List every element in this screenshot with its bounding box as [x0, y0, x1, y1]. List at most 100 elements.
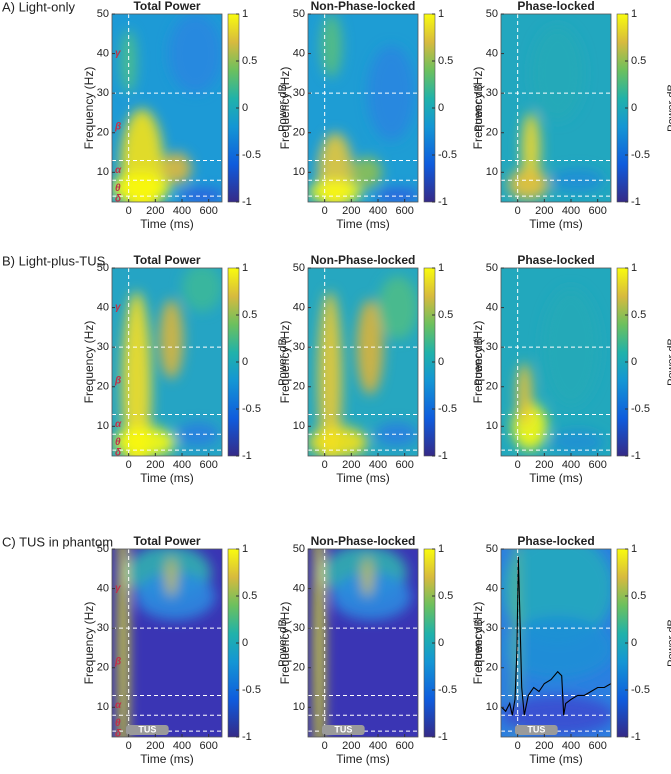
colorbar-label: Power dB [473, 619, 485, 667]
colorbar-tick-label: 0.5 [631, 309, 646, 321]
x-tick-label: 400 [173, 740, 191, 752]
y-tick-label: 50 [486, 262, 498, 274]
y-tick-label: 40 [486, 47, 498, 59]
colorbar-label: Power dB [277, 619, 289, 667]
axes-frame [307, 548, 419, 738]
heatmap-blob [182, 268, 222, 312]
colorbar-label: Power dB [473, 338, 485, 386]
heatmap-blob [362, 556, 373, 597]
heatmap-blob [551, 430, 605, 455]
x-axis-label: Time (ms) [140, 752, 194, 766]
band-label: α [115, 700, 122, 711]
y-axis-label: Frequency (Hz) [82, 67, 96, 150]
colorbar-label: Power dB [277, 338, 289, 386]
heatmap-blob [508, 168, 549, 201]
colorbar-tick-label: -0.5 [242, 149, 261, 161]
y-tick-label: 50 [97, 543, 109, 555]
x-tick-label: 0 [126, 205, 132, 217]
heatmap-blob [168, 14, 222, 94]
y-tick-label: 50 [293, 262, 305, 274]
colorbar-tick-label: 0 [242, 637, 248, 649]
y-axis-label: Frequency (Hz) [471, 321, 485, 404]
y-tick-label: 20 [486, 127, 498, 139]
heatmap-blob [118, 549, 128, 737]
heatmap [112, 14, 222, 202]
x-tick-label: 200 [146, 740, 164, 752]
colorbar-tick-label: 1 [438, 543, 444, 555]
heatmap-blob [375, 422, 418, 447]
heatmap-blob [352, 156, 383, 189]
axes-frame [307, 13, 419, 203]
x-tick-label: 200 [342, 205, 360, 217]
heatmap-blob [516, 362, 533, 427]
heatmap-blobs [308, 275, 418, 456]
y-tick-label: 10 [293, 166, 305, 178]
x-tick-label: 600 [588, 740, 606, 752]
panel-title: Total Power [133, 0, 200, 13]
x-tick-label: 0 [515, 205, 521, 217]
panel-title: Non-Phase-locked [311, 253, 416, 267]
heatmap-blob [531, 25, 585, 121]
x-tick-label: 0 [126, 459, 132, 471]
panel-title: Total Power [133, 253, 200, 267]
colorbar-tick-label: 1 [438, 8, 444, 20]
x-tick-label: 200 [342, 740, 360, 752]
y-tick-label: 40 [293, 47, 305, 59]
y-tick-label: 20 [293, 381, 305, 393]
tus-bar [322, 725, 365, 735]
tus-label: TUS [334, 724, 352, 734]
band-label: θ [115, 718, 121, 729]
band-label: γ [115, 302, 122, 313]
panel-title: Total Power [133, 534, 200, 548]
y-tick-label: 20 [486, 381, 498, 393]
x-tick-label: 600 [199, 459, 217, 471]
colorbar-tick-label: -1 [631, 196, 641, 208]
heatmap-blob [308, 180, 362, 202]
colorbar-tick-label: 1 [631, 543, 637, 555]
x-tick-label: 200 [535, 459, 553, 471]
heatmap-blob [308, 426, 368, 456]
axes-frame [111, 548, 223, 738]
colorbar-tick-label: 0 [631, 637, 637, 649]
heatmap [501, 268, 611, 456]
x-tick-label: 600 [199, 205, 217, 217]
x-tick-label: 600 [395, 205, 413, 217]
x-axis-label: Time (ms) [336, 217, 390, 231]
heatmap-blob [331, 572, 412, 621]
y-tick-label: 40 [486, 301, 498, 313]
band-label: γ [115, 48, 122, 59]
colorbar-tick-label: 1 [631, 262, 637, 274]
trace-line [501, 556, 611, 716]
heatmap-blob [521, 112, 541, 185]
x-tick-label: 0 [322, 459, 328, 471]
heatmap-blob [375, 188, 418, 202]
y-tick-label: 10 [486, 166, 498, 178]
heatmap-blob [179, 188, 222, 202]
heatmap-blob [551, 168, 605, 193]
panel-title: Non-Phase-locked [311, 534, 416, 548]
y-tick-label: 10 [486, 420, 498, 432]
heatmap-blob [314, 549, 324, 737]
heatmap-blobs [114, 268, 222, 456]
heatmap [308, 549, 418, 737]
x-tick-label: 0 [515, 740, 521, 752]
band-label: δ [115, 194, 122, 205]
y-tick-label: 50 [97, 262, 109, 274]
x-tick-label: 200 [342, 459, 360, 471]
colorbar-tick-label: 0 [438, 102, 444, 114]
heatmap-blob [356, 299, 384, 395]
heatmap [501, 14, 611, 202]
colorbar-tick-label: -1 [438, 731, 448, 743]
colorbar-tick-label: -0.5 [438, 684, 457, 696]
x-axis-label: Time (ms) [529, 471, 583, 485]
heatmap-blob [166, 556, 177, 597]
x-tick-label: 400 [369, 459, 387, 471]
y-axis-label: Frequency (Hz) [278, 602, 292, 685]
heatmap-blob [367, 45, 416, 141]
